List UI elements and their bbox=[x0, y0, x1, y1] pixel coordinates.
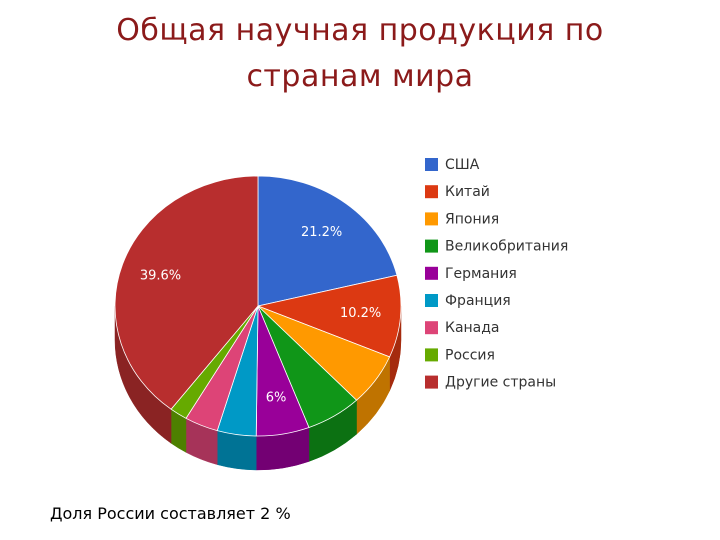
legend-label: Россия bbox=[445, 347, 495, 363]
legend-label: Япония bbox=[445, 211, 499, 227]
legend-swatch bbox=[425, 239, 438, 253]
legend-label: Другие страны bbox=[445, 375, 556, 391]
legend-swatch bbox=[425, 321, 438, 335]
data-label: 39.6% bbox=[140, 268, 181, 283]
legend-label: Китай bbox=[445, 184, 490, 200]
legend-swatch bbox=[425, 212, 438, 226]
data-label: 10.2% bbox=[340, 306, 381, 321]
legend-swatch bbox=[425, 348, 438, 362]
chart-title: Общая научная продукция по странам мира bbox=[116, 13, 604, 94]
slice bbox=[114, 175, 259, 410]
legend-swatch bbox=[425, 294, 438, 307]
legend-label: Канада bbox=[445, 320, 500, 336]
slice bbox=[256, 274, 402, 358]
legend-swatch bbox=[425, 185, 438, 199]
legend-swatch bbox=[425, 375, 438, 389]
legend-swatch bbox=[425, 266, 438, 280]
legend-label: Великобритания bbox=[445, 239, 568, 255]
legend-label: США bbox=[445, 157, 480, 173]
legend-swatch bbox=[425, 158, 438, 171]
slice-side bbox=[216, 430, 257, 471]
annotation: Доля России составляет 2 % bbox=[50, 504, 291, 523]
slice bbox=[257, 175, 398, 307]
data-label: 6% bbox=[266, 391, 287, 406]
legend-label: Франция bbox=[445, 293, 511, 309]
legend-label: Германия bbox=[445, 266, 517, 282]
data-label: 21.2% bbox=[301, 225, 342, 240]
